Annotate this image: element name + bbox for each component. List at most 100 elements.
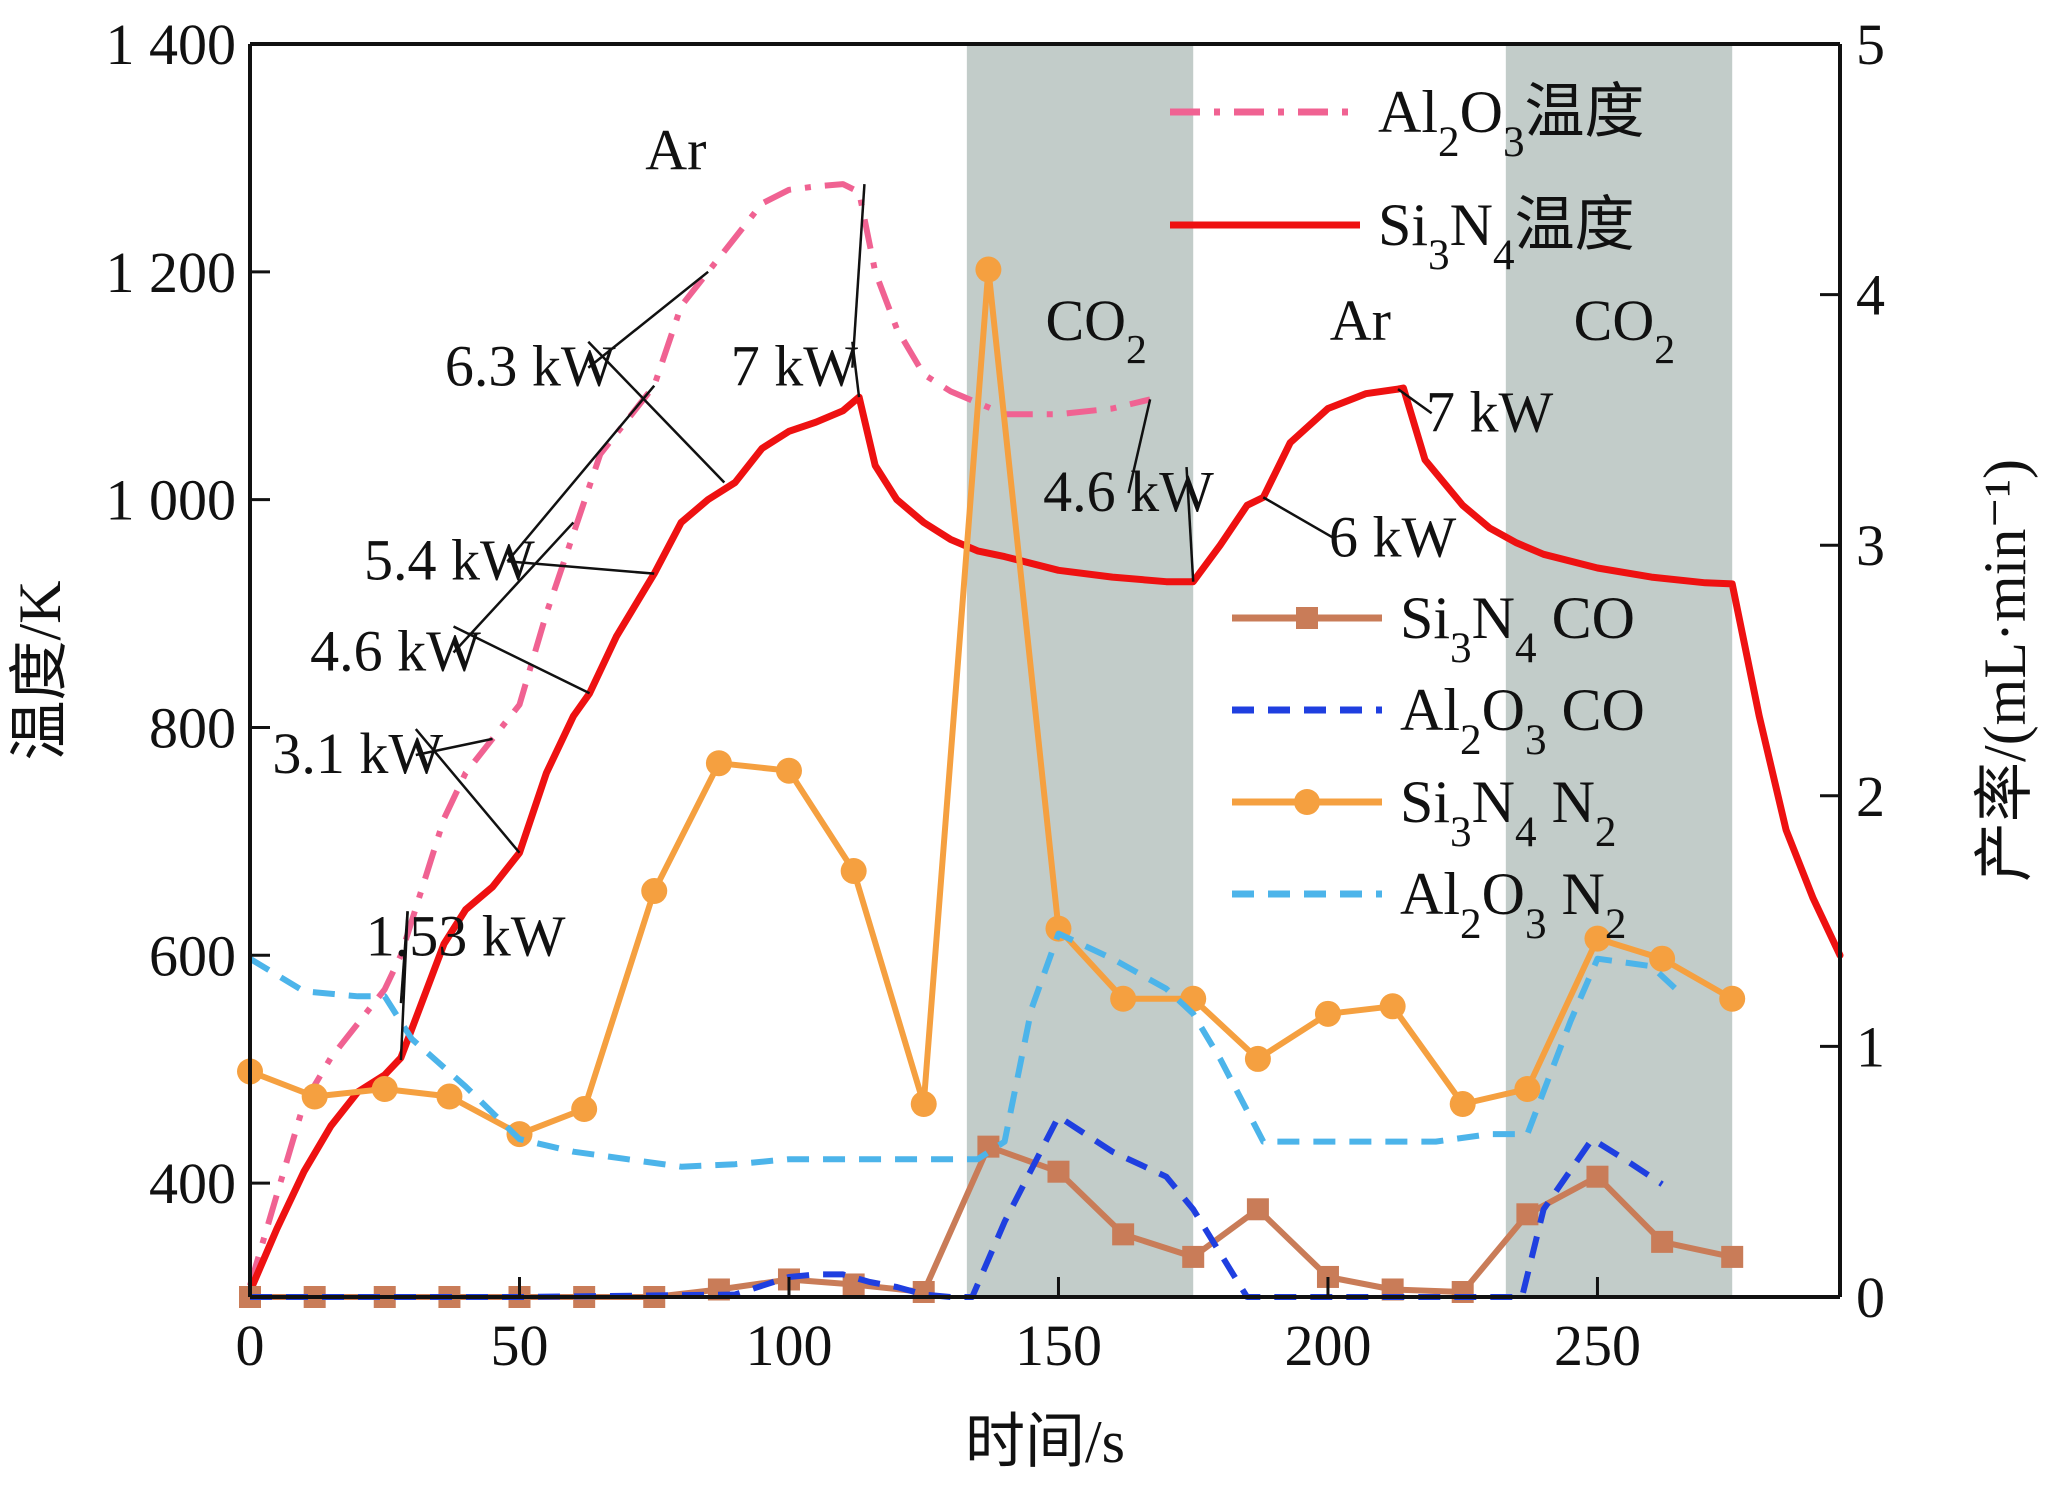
annotation-leader-6-1 (851, 184, 866, 368)
power-annotation-6: 7 kW (731, 334, 859, 399)
y-left-axis-title: 温度/K (7, 581, 73, 761)
annotation-leader-7-2 (1185, 466, 1195, 582)
legend-item-si3n4-co: Si3N4 CO (1232, 585, 1635, 672)
series-line-al2o3-n2 (248, 930, 1681, 1170)
point-si3n4-co-19 (1516, 1203, 1539, 1226)
legend-item-al2o3-n2: Al2O3 N2 (1232, 861, 1626, 948)
y-left-tick-label-400: 400 (149, 1151, 236, 1216)
legend-item-si3n4-n2: Si3N4 N2 (1232, 769, 1617, 856)
legend-label: Al2O3 CO (1400, 677, 1645, 764)
x-tick-label-150: 150 (1015, 1313, 1102, 1378)
x-axis-title: 时间/s (965, 1409, 1125, 1475)
co2-band-1 (966, 44, 1194, 1297)
annotation-leader-4-2 (507, 560, 655, 575)
y-right-tick-label-2: 2 (1856, 764, 1885, 829)
annotation-leader-4-1 (506, 384, 656, 563)
point-si3n4-n2-7 (705, 750, 732, 777)
y-right-tick-label-1: 1 (1856, 1014, 1885, 1079)
point-si3n4-co-15 (1246, 1198, 1269, 1221)
y-right-axis-title: 产率/(mL·min⁻¹) (1972, 459, 2038, 882)
power-annotation-9: 7 kW (1426, 379, 1554, 444)
point-si3n4-n2-8 (775, 757, 802, 784)
power-annotation-3: 4.6 kW (310, 619, 481, 684)
annotation-leader-3-2 (452, 625, 591, 695)
annotation-leader-9-1 (1397, 388, 1433, 415)
y-left-tick-label-1400: 1 400 (106, 12, 237, 77)
point-si3n4-n2-5 (571, 1096, 598, 1123)
legend-item-al2o3-temp: Al2O3温度 (1170, 79, 1645, 166)
y-right-tick-label-0: 0 (1856, 1265, 1885, 1330)
y-right-tick-label-5: 5 (1856, 12, 1885, 77)
annotation-leader-8-1 (1262, 496, 1336, 540)
y-right-tick-label-4: 4 (1856, 263, 1885, 328)
point-si3n4-n2-20 (1584, 925, 1611, 952)
point-si3n4-n2-17 (1379, 993, 1406, 1020)
atmosphere-label-4: CO2 (1574, 288, 1675, 373)
x-tick-label-250: 250 (1554, 1313, 1641, 1378)
y-left-tick-label-600: 600 (149, 923, 236, 988)
point-si3n4-n2-1 (301, 1083, 328, 1110)
power-annotation-1: 1.53 kW (366, 903, 566, 968)
legend-item-al2o3-co: Al2O3 CO (1232, 677, 1645, 764)
legend-label: Si3N4 CO (1400, 585, 1635, 672)
point-si3n4-co-20 (1586, 1165, 1609, 1188)
annotation-leader-1-2 (399, 911, 409, 1061)
atmosphere-label-2: CO2 (1045, 288, 1146, 373)
atmosphere-label-3: Ar (1330, 288, 1391, 353)
point-si3n4-co-14 (1182, 1245, 1205, 1268)
x-tick-label-100: 100 (745, 1313, 832, 1378)
point-si3n4-co-22 (1721, 1245, 1744, 1268)
legend-label: Al2O3 N2 (1400, 861, 1626, 948)
axes-layer: 0 50 100 150 200 250 400 600 800 1 000 1 200 1 400 0… (7, 12, 2038, 1475)
annotation-leader-7-1 (1127, 399, 1152, 494)
point-si3n4-co-21 (1651, 1230, 1674, 1253)
power-annotation-2: 3.1 kW (272, 721, 443, 786)
legend-item-si3n4-temp: Si3N4温度 (1170, 192, 1635, 279)
power-annotation-5: 6.3 kW (445, 334, 616, 399)
point-si3n4-n2-19 (1514, 1076, 1541, 1103)
legend-marker (1294, 789, 1320, 815)
legend-label: Si3N4 N2 (1400, 769, 1617, 856)
point-si3n4-co-11 (977, 1135, 1000, 1158)
y-left-tick-label-1200: 1 200 (106, 240, 237, 305)
power-annotation-8: 6 kW (1329, 505, 1457, 570)
y-left-tick-label-800: 800 (149, 695, 236, 760)
point-si3n4-co-16 (1316, 1265, 1339, 1288)
point-si3n4-n2-10 (910, 1091, 937, 1118)
point-si3n4-n2-11 (975, 256, 1002, 283)
legend-marker (1296, 607, 1318, 629)
series-line-al2o3-temp (247, 181, 1151, 1287)
power-annotation-4: 5.4 kW (364, 527, 535, 592)
annotation-leader-6-2 (851, 341, 861, 398)
point-si3n4-n2-15 (1244, 1045, 1271, 1072)
point-si3n4-n2-22 (1719, 985, 1746, 1012)
point-si3n4-n2-6 (641, 878, 668, 905)
atmosphere-label-1: Ar (645, 117, 706, 182)
x-tick-label-50: 50 (490, 1313, 548, 1378)
series-layer (237, 181, 1844, 1308)
point-si3n4-n2-21 (1649, 945, 1676, 972)
point-si3n4-n2-2 (371, 1076, 398, 1103)
y-left-tick-label-1000: 1 000 (106, 468, 237, 533)
point-si3n4-co-13 (1112, 1223, 1135, 1246)
series-line-al2o3-co (250, 1113, 1664, 1300)
point-si3n4-n2-3 (436, 1083, 463, 1110)
annotation-leader-2-1 (415, 737, 493, 757)
series-line-si3n4-temp (246, 384, 1844, 1295)
annotation-leader-5-2 (587, 340, 726, 484)
point-si3n4-n2-18 (1449, 1091, 1476, 1118)
point-si3n4-n2-9 (840, 857, 867, 884)
legend-label: Al2O3温度 (1378, 79, 1645, 166)
y-right-tick-label-3: 3 (1856, 513, 1885, 578)
point-si3n4-co-12 (1047, 1160, 1070, 1183)
point-si3n4-n2-4 (506, 1121, 533, 1148)
annotation-leader-3-1 (452, 521, 575, 654)
bands-layer (966, 44, 1733, 1297)
x-tick-label-200: 200 (1284, 1313, 1371, 1378)
point-si3n4-n2-16 (1314, 1000, 1341, 1027)
legend-label: Si3N4温度 (1378, 192, 1635, 279)
annotation-leader-5-1 (587, 270, 709, 369)
